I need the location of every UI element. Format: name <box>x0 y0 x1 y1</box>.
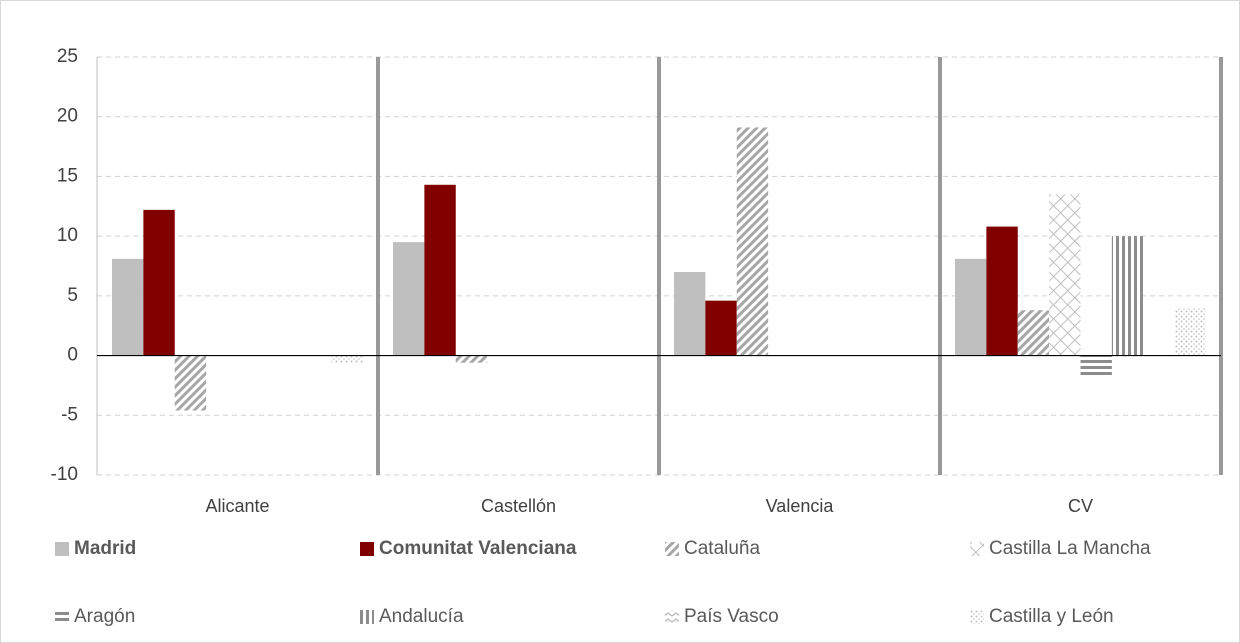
bar <box>986 226 1018 356</box>
y-tick-label: 5 <box>67 285 78 306</box>
legend-label: Madrid <box>74 538 136 559</box>
y-tick-label: 25 <box>57 46 78 67</box>
bar <box>1017 310 1050 356</box>
bar <box>705 300 737 356</box>
legend-label: Aragón <box>74 606 135 627</box>
legend-swatch <box>665 610 679 624</box>
bar <box>1174 307 1206 356</box>
x-tick-label: Alicante <box>205 496 269 516</box>
legend-label: Castilla La Mancha <box>989 538 1151 559</box>
bar <box>674 271 706 356</box>
legend-label: País Vasco <box>684 606 779 627</box>
legend-swatch <box>970 542 984 556</box>
x-tick-label: Valencia <box>766 496 835 516</box>
bar <box>424 184 456 356</box>
y-tick-label: 20 <box>57 106 78 127</box>
x-tick-label: CV <box>1068 496 1093 516</box>
bar <box>331 355 363 363</box>
legend-label: Castilla y León <box>989 606 1114 627</box>
y-tick-label: -10 <box>51 464 78 485</box>
legend-label: Cataluña <box>684 538 760 559</box>
bar <box>174 355 207 411</box>
y-tick-label: 15 <box>57 165 78 186</box>
bar <box>736 127 769 356</box>
bar <box>1111 236 1144 356</box>
y-tick-label: -5 <box>61 404 78 425</box>
legend-label: Comunitat Valenciana <box>379 538 577 559</box>
legend-swatch <box>55 610 69 624</box>
x-tick-label: Castellón <box>481 496 556 516</box>
bar <box>955 258 987 356</box>
legend-swatch <box>55 542 69 556</box>
bar <box>143 209 175 356</box>
bar <box>455 355 488 363</box>
legend-swatch <box>970 610 984 624</box>
bar <box>393 242 425 356</box>
legend-swatch <box>665 542 679 556</box>
category-labels: Alicante Castellón Valencia CV <box>205 496 1093 516</box>
legend-label: Andalucía <box>379 606 464 627</box>
bar <box>1049 194 1081 356</box>
y-tick-label: 10 <box>57 225 78 246</box>
legend-swatch <box>360 610 374 624</box>
bar <box>1080 355 1112 378</box>
legend-swatch <box>360 542 374 556</box>
bar <box>112 258 144 356</box>
y-tick-label: 0 <box>67 345 78 366</box>
